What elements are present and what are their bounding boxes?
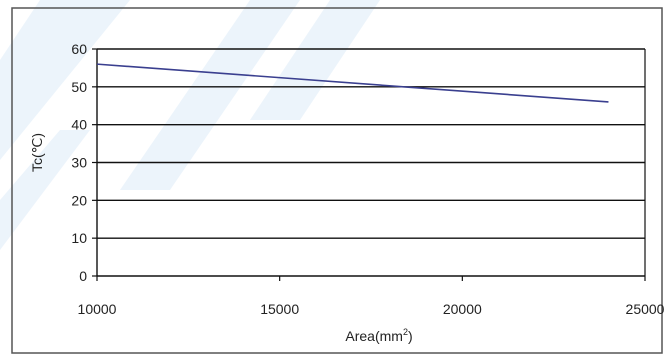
x-tick-label-10000: 10000 [78,301,117,317]
y-tick-label-10: 10 [71,230,87,246]
x-axis-title: Area(mm2) [345,327,412,344]
y-tick-label-50: 50 [71,79,87,95]
y-tick-label-40: 40 [71,117,87,133]
chart-frame [11,7,663,354]
x-tick-label-20000: 20000 [443,301,482,317]
y-tick-label-30: 30 [71,155,87,171]
x-tick-label-15000: 15000 [260,301,299,317]
watermark [0,0,380,250]
y-tick-label-20: 20 [71,192,87,208]
series-line-0 [96,63,609,103]
y-tick-label-60: 60 [71,41,87,57]
y-axis-title: Tc(℃) [29,133,45,172]
y-tick-label-0: 0 [79,268,87,284]
x-tick-label-25000: 25000 [626,301,665,317]
